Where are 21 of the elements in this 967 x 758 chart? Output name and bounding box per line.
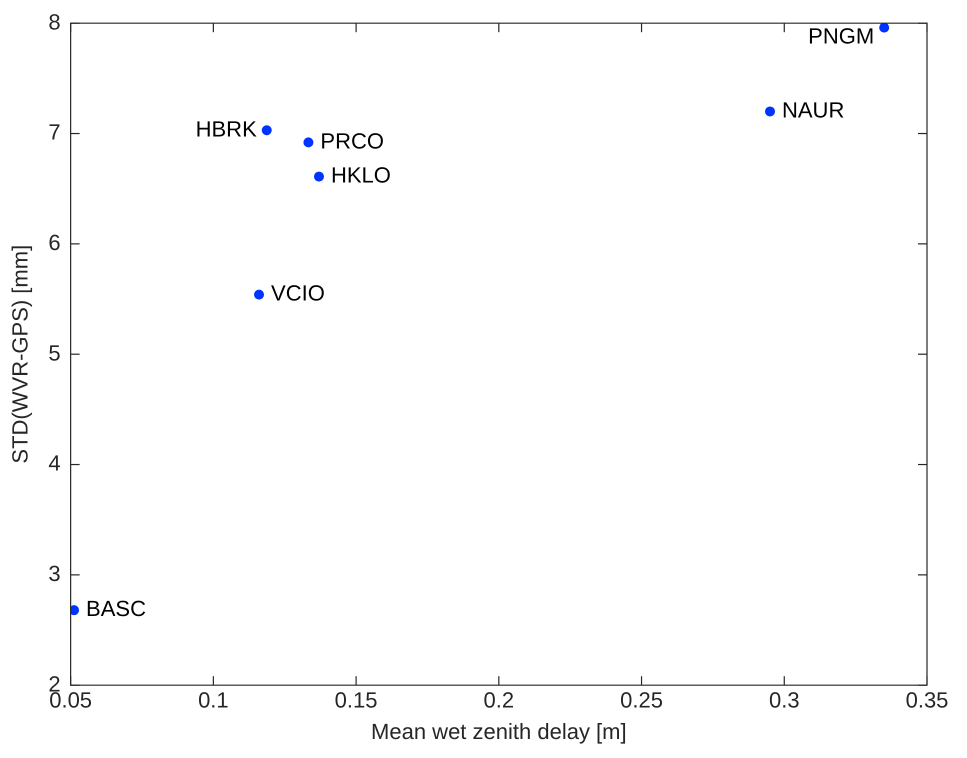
annotation: HBRK bbox=[196, 116, 258, 142]
y-tick-label: 8 bbox=[48, 9, 61, 34]
x-tick-label: 0.35 bbox=[906, 687, 948, 712]
annotation: VCIO bbox=[271, 280, 325, 306]
y-tick-label: 3 bbox=[48, 560, 61, 586]
x-tick-label: 0.25 bbox=[620, 687, 663, 712]
y-axis-title: STD(WVR-GPS) [mm] bbox=[7, 244, 32, 464]
y-tick-label: 6 bbox=[48, 230, 61, 255]
annotation: PRCO bbox=[320, 128, 384, 154]
x-tick-label: 0.15 bbox=[334, 687, 378, 712]
x-axis-title: Mean wet zenith delay [m] bbox=[371, 718, 627, 744]
annotation: BASC bbox=[86, 596, 146, 622]
annotation: HKLO bbox=[330, 162, 391, 188]
annotation: NAUR bbox=[782, 98, 844, 123]
x-tick-label: 0.2 bbox=[484, 687, 514, 712]
y-tick-label: 7 bbox=[48, 120, 61, 145]
y-tick-label: 4 bbox=[48, 450, 61, 476]
x-tick-label: 0.1 bbox=[198, 687, 229, 712]
y-tick-label: 5 bbox=[48, 340, 61, 366]
annotation: PNGM bbox=[808, 24, 874, 49]
x-tick-label: 0.3 bbox=[768, 687, 800, 712]
